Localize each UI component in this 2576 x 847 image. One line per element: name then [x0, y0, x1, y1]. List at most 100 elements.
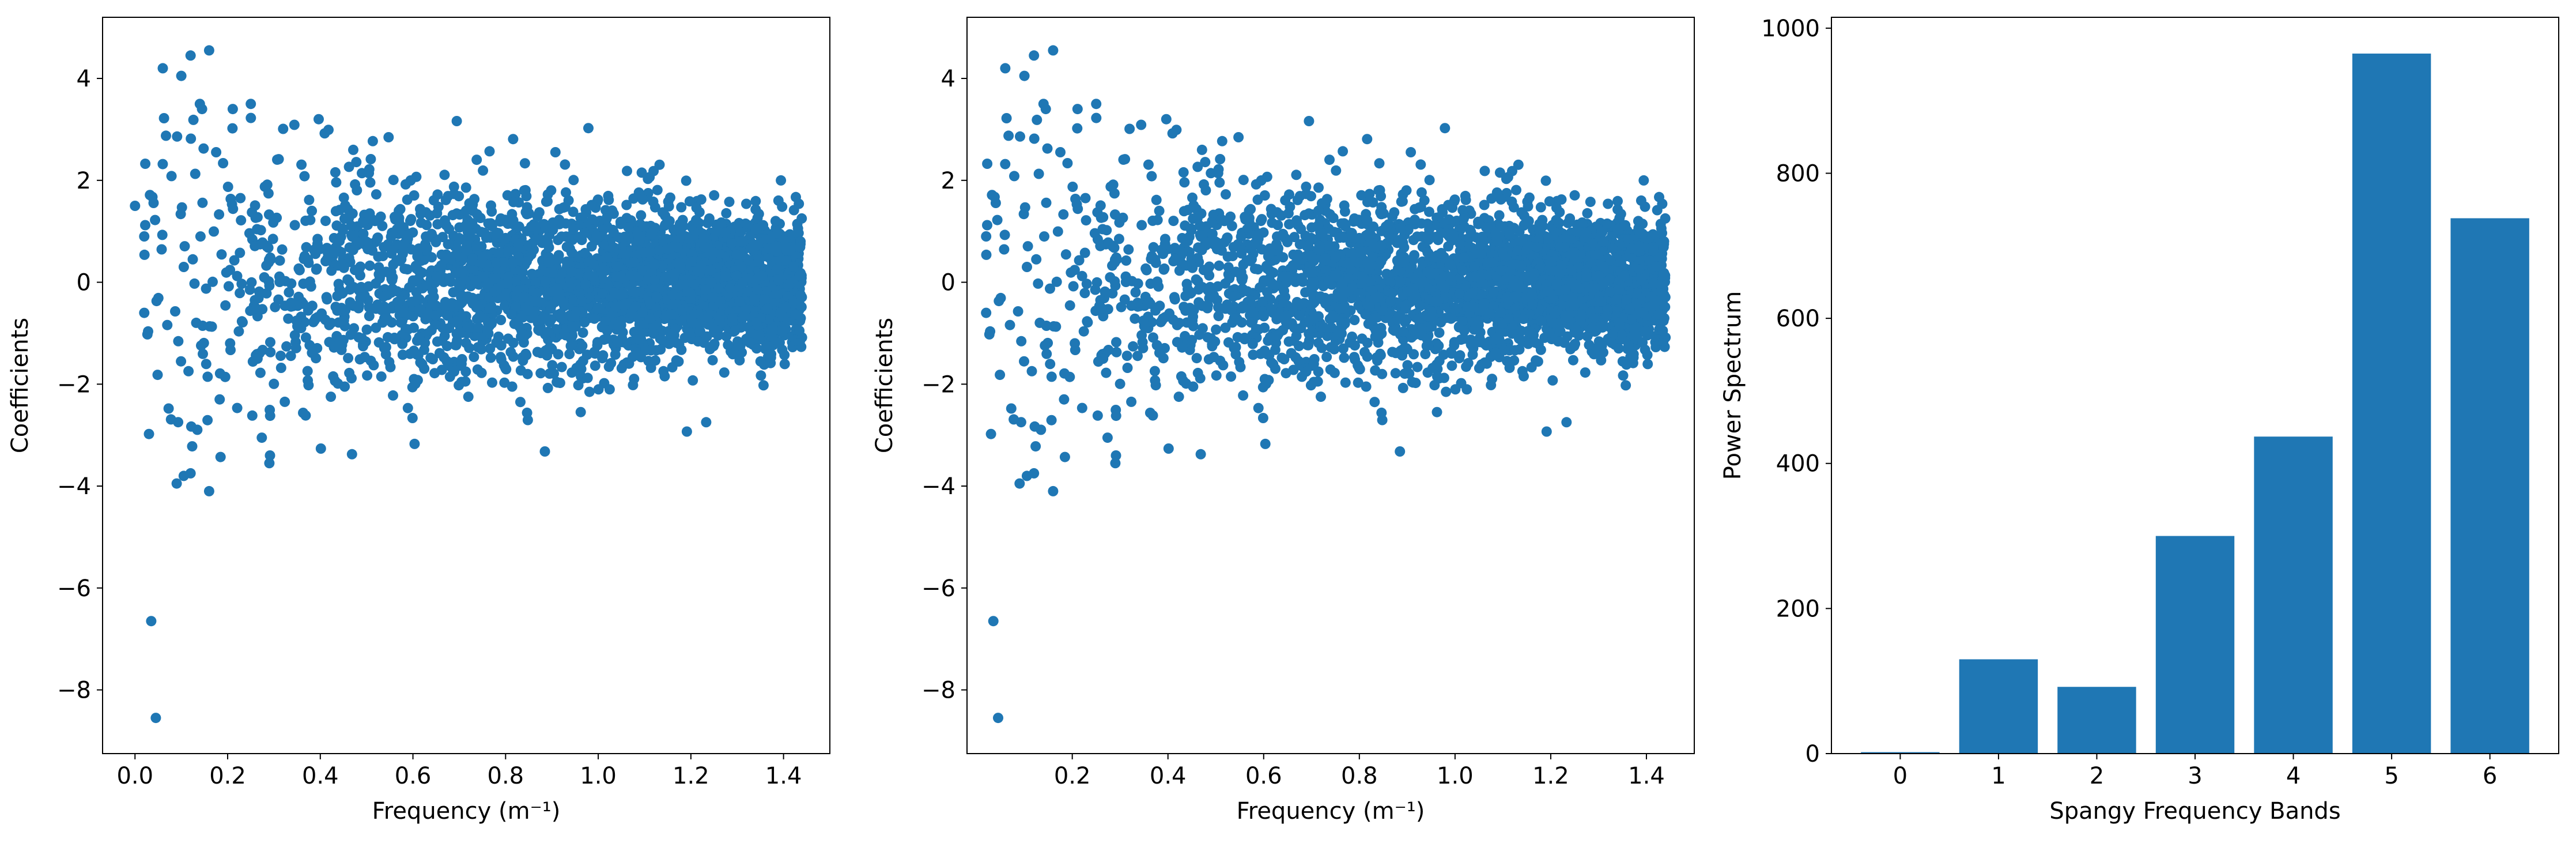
scatter-point: [444, 371, 455, 382]
scatter-point: [771, 264, 782, 275]
scatter-point: [365, 177, 376, 188]
scatter-point: [576, 296, 587, 307]
x-tick-label: 0.2: [209, 763, 246, 789]
scatter-point: [1339, 352, 1350, 363]
scatter-point: [337, 288, 348, 299]
scatter-point: [573, 380, 584, 390]
scatter-point: [724, 197, 735, 208]
scatter-point: [1214, 177, 1225, 188]
scatter-point: [753, 209, 764, 220]
scatter-point: [751, 284, 762, 295]
scatter-point: [1401, 185, 1412, 196]
scatter-point: [682, 286, 693, 297]
scatter-point: [1316, 391, 1326, 402]
scatter-point: [619, 231, 630, 242]
scatter-point: [764, 243, 775, 254]
scatter-point: [236, 278, 247, 289]
scatter-point: [702, 312, 713, 323]
scatter-point: [745, 243, 756, 254]
scatter-point: [143, 428, 154, 439]
scatter-point: [688, 317, 698, 328]
scatter-point: [343, 353, 354, 364]
scatter-point: [156, 244, 167, 255]
scatter-point: [621, 199, 632, 210]
scatter-point: [581, 349, 592, 360]
scatter-point: [454, 191, 464, 202]
scatter-point: [1402, 360, 1413, 371]
scatter-point: [139, 231, 150, 242]
scatter-point: [173, 336, 184, 347]
scatter-point: [683, 327, 694, 338]
scatter-point: [304, 276, 315, 287]
scatter-point: [345, 329, 356, 340]
scatter-point: [388, 390, 398, 401]
scatter-point: [414, 332, 425, 342]
scatter-point: [225, 194, 236, 204]
scatter-point: [451, 116, 462, 126]
scatter-point: [157, 229, 168, 240]
scatter-point: [542, 382, 553, 393]
scatter-point: [1509, 355, 1520, 366]
scatter-point: [708, 341, 719, 352]
scatter-point: [384, 356, 395, 367]
scatter-point: [588, 258, 599, 269]
scatter-point: [279, 396, 290, 407]
scatter-point: [303, 305, 313, 316]
scatter-point: [1136, 330, 1147, 341]
scatter-point: [397, 349, 408, 360]
scatter-point: [583, 123, 594, 134]
scatter-point: [1290, 352, 1301, 363]
scatter-point: [530, 277, 541, 288]
scatter-point: [654, 159, 665, 170]
scatter-point: [430, 236, 441, 247]
scatter-point: [150, 713, 161, 724]
scatter-point: [339, 381, 350, 392]
scatter-point: [1354, 364, 1365, 375]
scatter-point: [1582, 208, 1593, 219]
scatter-point: [233, 326, 244, 337]
scatter-point: [745, 337, 756, 348]
scatter-point: [676, 202, 687, 213]
scatter-point: [1248, 349, 1259, 360]
scatter-point: [338, 315, 349, 326]
scatter-point: [223, 281, 234, 292]
scatter-point: [486, 200, 496, 211]
scatter-point: [376, 371, 387, 382]
scatter-point: [588, 272, 599, 283]
scatter-point: [251, 303, 262, 314]
scatter-point: [754, 330, 765, 341]
scatter-point: [692, 266, 703, 277]
scatter-point: [1253, 402, 1264, 413]
scatter-point: [547, 360, 558, 371]
scatter-point: [1513, 159, 1524, 170]
scatter-point: [467, 253, 478, 263]
scatter-point: [735, 227, 746, 238]
scatter-point: [440, 253, 451, 264]
scatter-point: [758, 220, 769, 231]
scatter-point: [540, 223, 551, 234]
scatter-point: [702, 217, 713, 228]
scatter-point: [235, 193, 246, 204]
scatter-point: [351, 157, 362, 168]
scatter-point: [1256, 216, 1266, 227]
scatter-point: [603, 362, 614, 372]
scatter-points: [130, 45, 807, 724]
scatter-point: [371, 303, 382, 314]
scatter-point: [427, 297, 438, 308]
scatter-point: [694, 326, 705, 337]
scatter-point: [736, 236, 747, 247]
scatter-point: [628, 379, 639, 390]
scatter-point: [352, 185, 362, 195]
scatter-point: [570, 321, 581, 332]
scatter-point: [447, 210, 458, 221]
scatter-point: [452, 316, 463, 327]
scatter-point: [304, 194, 315, 205]
scatter-point: [505, 347, 516, 357]
scatter-point: [726, 238, 737, 249]
scatter-point: [1431, 406, 1442, 417]
scatter-point: [564, 349, 575, 360]
scatter-point: [300, 332, 311, 343]
scatter-point: [413, 265, 424, 276]
scatter-point: [454, 232, 464, 243]
scatter-point: [183, 366, 194, 377]
